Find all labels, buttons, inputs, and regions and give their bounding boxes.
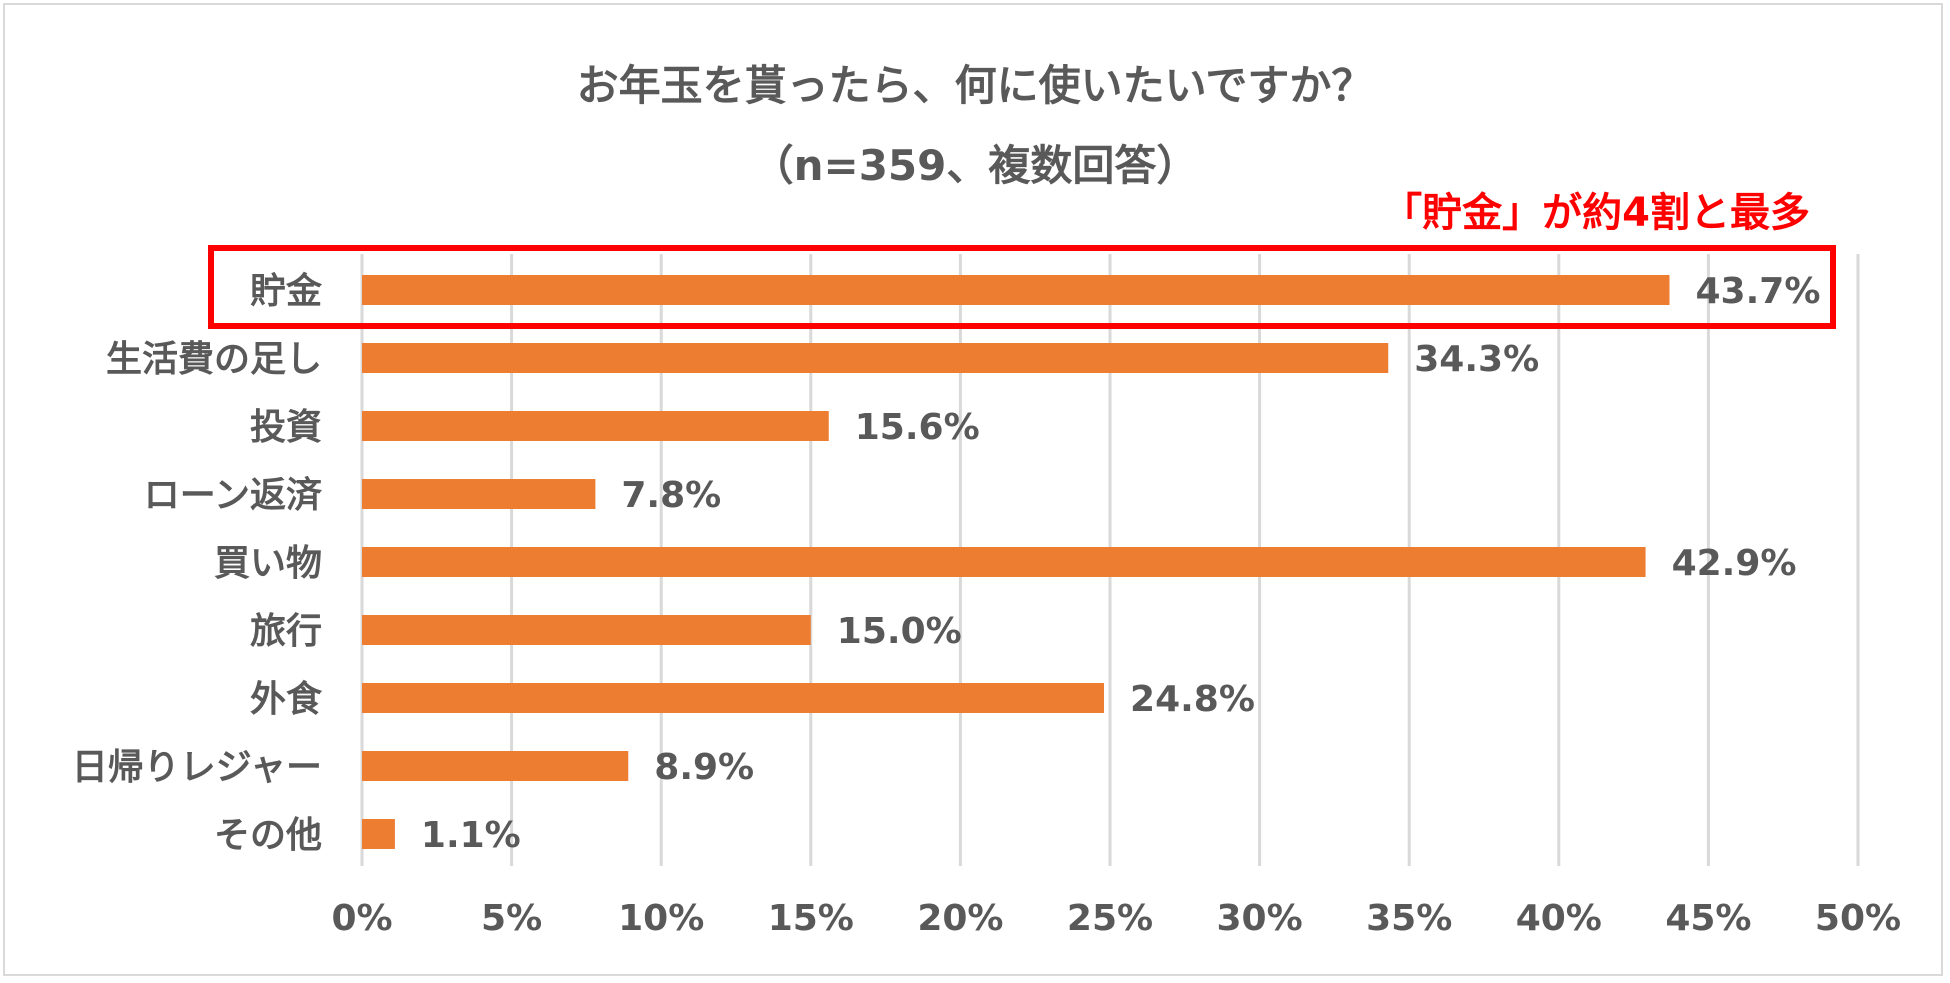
value-labels: 43.7% 34.3% 15.6% 7.8% 42.9% 15.0% 24.8% 8.9% 1.… — [421, 271, 1820, 856]
chart-frame — [3, 3, 1943, 976]
category-label: 旅行 — [250, 611, 322, 652]
value-label: 42.9% — [1672, 543, 1797, 584]
value-label: 1.1% — [421, 815, 521, 856]
bars — [362, 275, 1670, 849]
chart-title: お年玉を貰ったら、何に使いたいですか？ — [576, 61, 1374, 110]
bar — [362, 275, 1670, 305]
value-label: 15.6% — [855, 407, 980, 448]
category-label: ローン返済 — [144, 475, 322, 516]
value-label: 43.7% — [1696, 271, 1821, 312]
x-tick-label: 40% — [1516, 898, 1602, 939]
x-tick-label: 45% — [1665, 898, 1751, 939]
category-label: その他 — [214, 815, 322, 856]
bar — [362, 683, 1105, 713]
bar — [362, 343, 1389, 373]
value-label: 7.8% — [621, 475, 721, 516]
highlight-annotation: 「貯金」が約4割と最多 — [1382, 190, 1810, 236]
category-label: 貯金 — [250, 270, 323, 312]
value-label: 8.9% — [654, 747, 754, 788]
x-tick-label: 50% — [1815, 898, 1901, 939]
chart-subtitle: （n=359、複数回答） — [751, 141, 1199, 190]
x-tick-label: 35% — [1366, 898, 1452, 939]
x-axis-tick-labels: 0% 5% 10% 15% 20% 25% 30% 35% 40% 45% 50% — [331, 898, 1901, 939]
category-label: 日帰りレジャー — [72, 747, 322, 788]
value-label: 34.3% — [1414, 339, 1539, 380]
highlight-box — [208, 245, 1836, 329]
bar — [362, 819, 395, 849]
bar — [362, 411, 829, 441]
category-label: 買い物 — [214, 543, 322, 584]
bar — [362, 615, 811, 645]
value-label: 15.0% — [837, 611, 962, 652]
x-tick-label: 20% — [917, 898, 1003, 939]
category-label: 生活費の足し — [106, 339, 322, 380]
bar — [362, 547, 1646, 577]
x-tick-label: 5% — [481, 898, 542, 939]
x-tick-label: 15% — [768, 898, 854, 939]
x-tick-label: 0% — [331, 898, 392, 939]
bar — [362, 751, 629, 781]
category-label: 外食 — [250, 679, 323, 720]
category-label: 投資 — [250, 407, 322, 448]
x-tick-label: 10% — [618, 898, 704, 939]
x-tick-label: 25% — [1067, 898, 1153, 939]
value-label: 24.8% — [1130, 679, 1255, 720]
x-tick-label: 30% — [1217, 898, 1303, 939]
bar — [362, 479, 596, 509]
